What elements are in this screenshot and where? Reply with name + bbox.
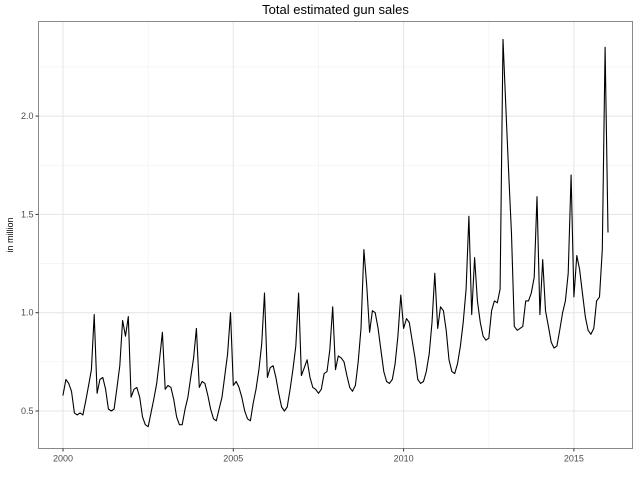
- y-tick-label: 1.5: [21, 209, 34, 219]
- x-tick-label: 2010: [394, 454, 414, 464]
- y-tick-label: 2.0: [21, 111, 34, 121]
- x-tick-label: 2015: [564, 454, 584, 464]
- chart-title: Total estimated gun sales: [262, 2, 409, 17]
- panel-border: [38, 21, 633, 449]
- y-axis-title: in million: [5, 217, 15, 253]
- x-tick-label: 2005: [223, 454, 243, 464]
- gun-sales-series-line: [62, 38, 609, 428]
- y-tick-label: 0.5: [21, 406, 34, 416]
- x-tick-label: 2000: [53, 454, 73, 464]
- y-tick-label: 1.0: [21, 308, 34, 318]
